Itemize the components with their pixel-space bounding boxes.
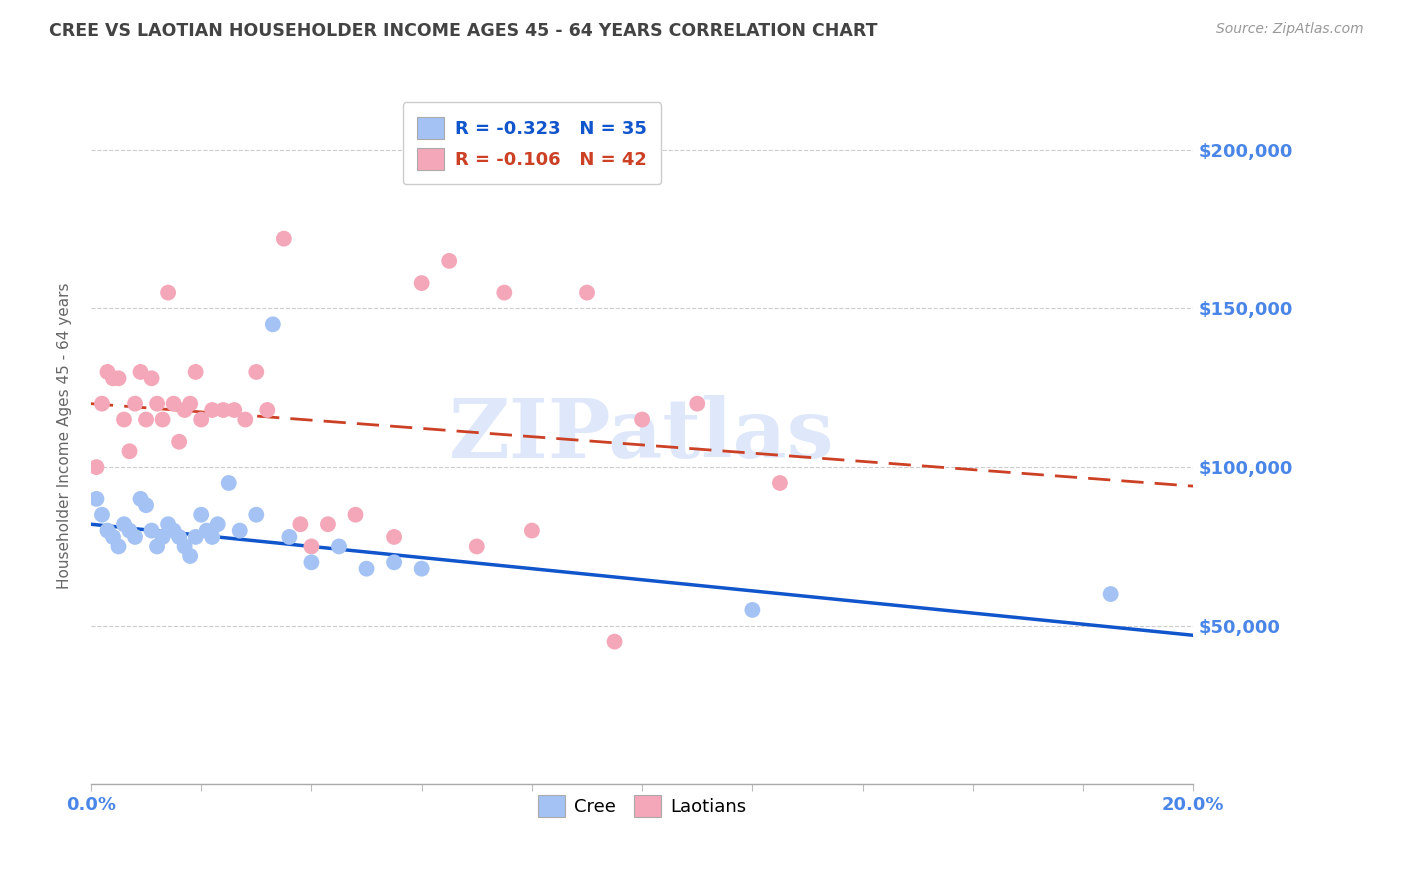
Point — [135, 498, 157, 512]
Point — [382, 555, 405, 569]
Point — [101, 371, 124, 385]
Point — [129, 491, 152, 506]
Point — [167, 434, 190, 449]
Point — [218, 475, 240, 490]
Point — [112, 517, 135, 532]
Point — [576, 285, 599, 300]
Point — [195, 524, 218, 538]
Point — [212, 403, 235, 417]
Point — [356, 562, 378, 576]
Point — [184, 365, 207, 379]
Point — [344, 508, 367, 522]
Point — [167, 530, 190, 544]
Point — [107, 540, 129, 554]
Point — [96, 365, 118, 379]
Point — [494, 285, 516, 300]
Point — [173, 540, 195, 554]
Text: Source: ZipAtlas.com: Source: ZipAtlas.com — [1216, 22, 1364, 37]
Point — [179, 549, 201, 563]
Point — [465, 540, 488, 554]
Point — [162, 397, 184, 411]
Point — [229, 524, 252, 538]
Point — [152, 412, 174, 426]
Point — [190, 508, 212, 522]
Point — [278, 530, 301, 544]
Point — [190, 412, 212, 426]
Point — [157, 285, 180, 300]
Point — [603, 634, 626, 648]
Point — [91, 508, 114, 522]
Point — [686, 397, 709, 411]
Point — [437, 253, 460, 268]
Point — [86, 460, 108, 475]
Legend: Cree, Laotians: Cree, Laotians — [531, 788, 754, 824]
Text: ZIPatlas: ZIPatlas — [450, 395, 835, 475]
Point — [173, 403, 195, 417]
Point — [146, 540, 169, 554]
Point — [101, 530, 124, 544]
Point — [124, 397, 146, 411]
Point — [245, 365, 267, 379]
Point — [769, 475, 792, 490]
Point — [1099, 587, 1122, 601]
Point — [201, 530, 224, 544]
Point — [262, 318, 284, 332]
Point — [184, 530, 207, 544]
Y-axis label: Householder Income Ages 45 - 64 years: Householder Income Ages 45 - 64 years — [58, 282, 72, 589]
Point — [299, 540, 322, 554]
Point — [328, 540, 350, 554]
Point — [299, 555, 322, 569]
Point — [152, 530, 174, 544]
Point — [631, 412, 654, 426]
Point — [224, 403, 246, 417]
Point — [233, 412, 256, 426]
Text: CREE VS LAOTIAN HOUSEHOLDER INCOME AGES 45 - 64 YEARS CORRELATION CHART: CREE VS LAOTIAN HOUSEHOLDER INCOME AGES … — [49, 22, 877, 40]
Point — [207, 517, 229, 532]
Point — [107, 371, 129, 385]
Point — [245, 508, 267, 522]
Point — [290, 517, 312, 532]
Point — [91, 397, 114, 411]
Point — [411, 276, 433, 290]
Point — [162, 524, 184, 538]
Point — [96, 524, 118, 538]
Point — [146, 397, 169, 411]
Point — [118, 444, 141, 458]
Point — [741, 603, 763, 617]
Point — [157, 517, 180, 532]
Point — [411, 562, 433, 576]
Point — [256, 403, 278, 417]
Point — [86, 491, 108, 506]
Point — [135, 412, 157, 426]
Point — [316, 517, 339, 532]
Point — [141, 371, 163, 385]
Point — [201, 403, 224, 417]
Point — [273, 232, 295, 246]
Point — [382, 530, 405, 544]
Point — [179, 397, 201, 411]
Point — [141, 524, 163, 538]
Point — [124, 530, 146, 544]
Point — [118, 524, 141, 538]
Point — [520, 524, 543, 538]
Point — [129, 365, 152, 379]
Point — [112, 412, 135, 426]
